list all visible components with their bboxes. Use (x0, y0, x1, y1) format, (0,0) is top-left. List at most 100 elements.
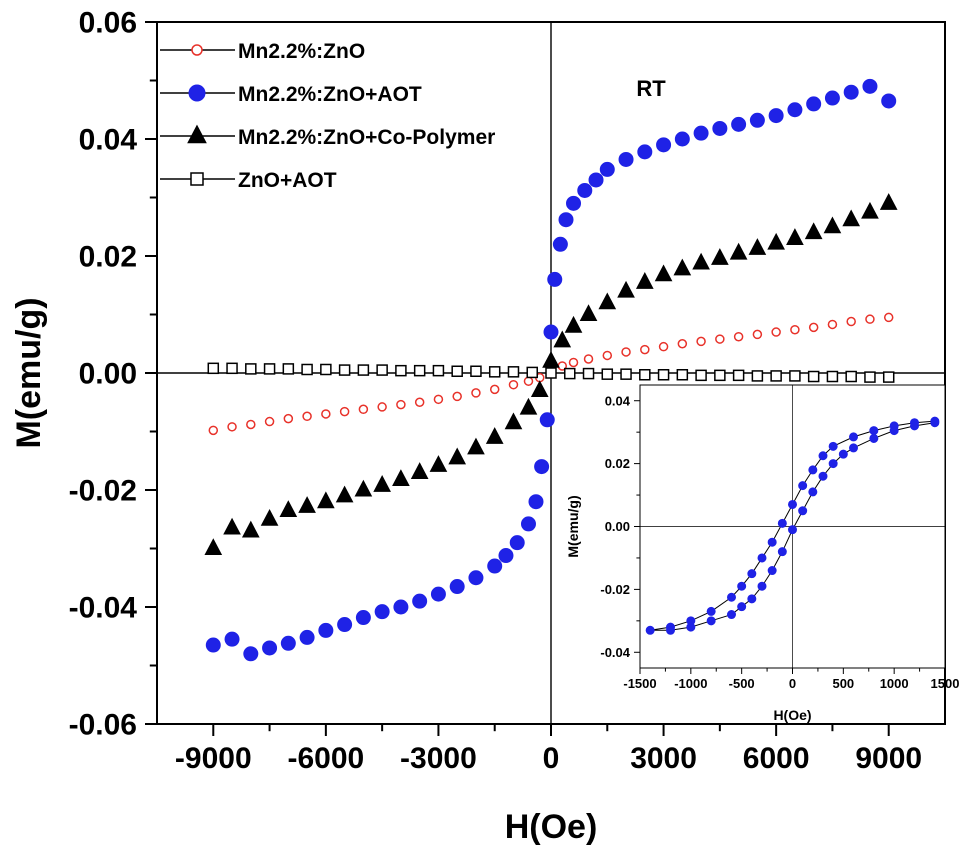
legend-label: ZnO+AOT (238, 169, 337, 192)
data-point (706, 616, 716, 626)
data-point (806, 96, 822, 112)
data-point (635, 272, 654, 289)
data-point (357, 364, 370, 376)
legend-label: Mn2.2%:ZnO (238, 40, 365, 63)
data-point (376, 364, 388, 376)
data-point (757, 553, 767, 563)
data-point (487, 558, 503, 574)
data-point (377, 402, 387, 412)
y-tick-label: 0.02 (79, 241, 137, 274)
data-point (412, 593, 428, 609)
data-point (618, 151, 634, 167)
data-point (828, 441, 838, 451)
legend-label: Mn2.2%:ZnO+Co-Polymer (238, 126, 495, 149)
data-point (264, 416, 275, 427)
data-point (263, 363, 276, 375)
data-point (673, 258, 692, 276)
data-point (553, 330, 572, 348)
data-point (564, 315, 583, 333)
data-point (869, 433, 879, 443)
data-point (509, 535, 525, 551)
data-point (243, 646, 259, 662)
data-point (617, 280, 635, 298)
data-point (749, 112, 765, 128)
data-point (241, 520, 260, 538)
series-1 (205, 78, 897, 662)
y-tick-label: 0.00 (79, 358, 137, 391)
data-point (539, 412, 555, 428)
series-2 (204, 193, 898, 555)
data-point (245, 363, 257, 375)
data-point (335, 485, 354, 503)
data-point (448, 447, 467, 465)
data-point (282, 363, 295, 375)
data-point (767, 566, 777, 576)
data-point (695, 369, 707, 382)
data-point (485, 427, 504, 444)
data-point (543, 324, 559, 340)
data-point (767, 232, 785, 250)
data-point (712, 120, 728, 136)
data-point (645, 625, 655, 635)
x-tick-label: 0 (789, 676, 796, 691)
data-point (413, 364, 426, 377)
data-point (727, 610, 736, 620)
data-point (747, 594, 757, 604)
series-0 (645, 416, 940, 635)
y-tick-label: 0.04 (79, 124, 138, 157)
x-axis-title: H(Oe) (773, 707, 811, 723)
data-point (910, 421, 919, 431)
y-tick-label: 0.06 (79, 7, 137, 40)
data-point (826, 370, 839, 383)
data-point (693, 125, 709, 141)
data-point (767, 537, 777, 547)
data-point (226, 362, 238, 375)
data-point (579, 304, 598, 321)
data-point (768, 108, 784, 124)
data-point (737, 581, 747, 591)
data-point (393, 599, 409, 615)
data-point (843, 84, 859, 100)
legend-item: Mn2.2%:ZnO (160, 40, 365, 63)
y-axis-title: M(emu/g) (565, 495, 581, 557)
data-point (519, 397, 538, 415)
data-point (869, 426, 879, 436)
data-point (598, 292, 617, 310)
data-point (865, 314, 875, 324)
data-point (320, 363, 332, 376)
legend-marker (187, 124, 207, 144)
data-point (842, 209, 861, 227)
data-point (498, 548, 514, 564)
data-point (808, 487, 818, 497)
y-tick-label: -0.04 (69, 592, 138, 625)
data-point (676, 369, 689, 381)
data-point (298, 496, 316, 513)
data-point (828, 459, 838, 469)
data-point (692, 252, 710, 270)
y-axis-title: M(emu/g) (10, 297, 48, 448)
data-point (621, 347, 631, 357)
data-point (715, 334, 725, 344)
data-point (467, 437, 485, 455)
data-point (508, 379, 519, 390)
x-tick-label: -6000 (287, 742, 364, 775)
data-point (321, 409, 331, 419)
data-point (818, 451, 828, 461)
data-point (823, 216, 842, 234)
legend-marker (190, 172, 204, 186)
data-point (207, 362, 220, 375)
data-point (599, 161, 615, 177)
data-point (674, 131, 690, 147)
data-point (637, 144, 653, 160)
data-point (280, 635, 296, 651)
data-point (807, 370, 820, 383)
data-point (433, 394, 444, 405)
data-point (686, 622, 696, 632)
legend-marker (191, 44, 203, 56)
data-point (818, 471, 828, 481)
data-point (488, 366, 501, 378)
data-point (318, 622, 334, 638)
data-point (588, 172, 604, 188)
inset-chart: -1500 -1000 -500 0 500 1000 1500 -0.04 -0.02 0.00… (565, 384, 959, 723)
data-point (577, 182, 593, 198)
